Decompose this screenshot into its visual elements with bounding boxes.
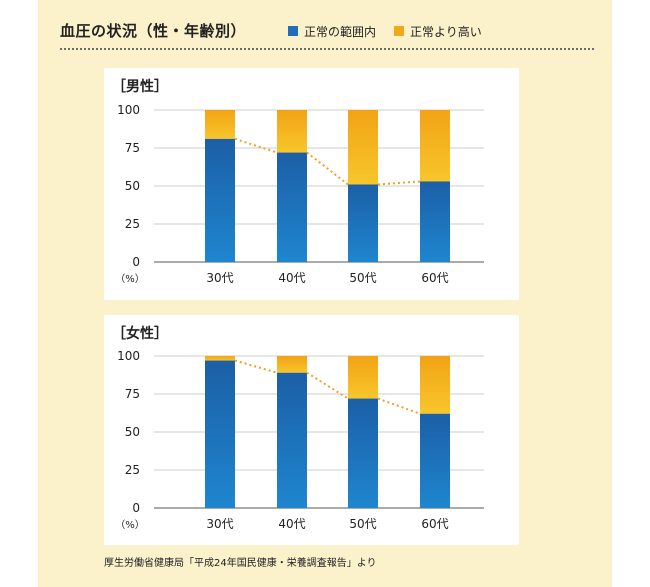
male-bar-normal-3 [420, 181, 450, 262]
male-x-tick-3: 60代 [421, 271, 448, 285]
header: 血圧の状況（性・年齢別） 正常の範囲内 正常より高い [60, 20, 594, 50]
female-y-tick-75: 75 [125, 387, 140, 401]
male-y-tick-75: 75 [125, 141, 140, 155]
male-chart-title: ［男性］ [112, 79, 168, 95]
page-title: 血圧の状況（性・年齢別） [60, 22, 247, 40]
female-y-tick-50: 50 [125, 425, 140, 439]
female-bar-high-2 [348, 356, 378, 399]
male-trend-segment-1 [306, 151, 349, 186]
male-bar-normal-2 [348, 184, 378, 262]
female-bar-high-0 [205, 356, 235, 361]
legend-item-normal: 正常の範囲内 [288, 23, 376, 40]
female-bar-high-3 [420, 356, 450, 414]
female-x-tick-3: 60代 [421, 517, 448, 531]
female-bar-normal-1 [277, 372, 307, 508]
female-bar-normal-3 [420, 413, 450, 508]
female-trend-segment-2 [377, 397, 421, 415]
male-bar-high-1 [277, 110, 307, 153]
male-bar-high-0 [205, 110, 235, 139]
female-chart: 0 25 50 75 100 （%） 30代 40代 50代 60代 [115, 349, 484, 531]
female-bar-normal-2 [348, 398, 378, 508]
male-trend-segment-2 [377, 180, 421, 186]
legend-swatch-high [394, 26, 405, 36]
male-chart-card: ［男性］ 0 25 50 75 100 （%） 30代 40代 50代 60代 [104, 68, 519, 300]
male-x-tick-1: 40代 [278, 271, 305, 285]
female-trend-segment-1 [306, 371, 349, 400]
male-x-tick-0: 30代 [206, 271, 233, 285]
legend: 正常の範囲内 正常より高い [288, 20, 500, 42]
female-unit-label: （%） [115, 519, 145, 531]
male-bar-normal-1 [277, 152, 307, 262]
female-trend-segment-0 [234, 359, 278, 374]
male-trend-segment-0 [234, 137, 278, 154]
female-bar-high-1 [277, 356, 307, 373]
legend-item-high: 正常より高い [394, 23, 482, 40]
female-y-tick-100: 100 [117, 349, 140, 363]
legend-label-high: 正常より高い [410, 24, 482, 39]
female-x-tick-0: 30代 [206, 517, 233, 531]
male-bar-high-3 [420, 110, 450, 182]
female-y-tick-25: 25 [125, 463, 140, 477]
female-x-tick-1: 40代 [278, 517, 305, 531]
legend-label-normal: 正常の範囲内 [304, 24, 377, 39]
female-bar-normal-0 [205, 360, 235, 508]
female-y-tick-0: 0 [132, 501, 140, 515]
male-y-tick-0: 0 [132, 255, 140, 269]
male-bar-high-2 [348, 110, 378, 185]
male-y-tick-25: 25 [125, 217, 140, 231]
legend-swatch-normal [288, 26, 298, 36]
female-x-tick-2: 50代 [349, 517, 376, 531]
male-x-tick-2: 50代 [349, 271, 376, 285]
male-bar-normal-0 [205, 138, 235, 262]
male-y-tick-50: 50 [125, 179, 140, 193]
male-unit-label: （%） [115, 273, 145, 285]
male-chart: 0 25 50 75 100 （%） 30代 40代 50代 60代 [115, 103, 484, 285]
male-y-tick-100: 100 [117, 103, 140, 117]
source-note: 厚生労働省健康局「平成24年国民健康・栄養調査報告」より [104, 558, 377, 569]
female-chart-card: ［女性］ 0 25 50 75 100 （%） 30代 40代 50代 60代 [104, 315, 519, 545]
female-chart-title: ［女性］ [112, 326, 168, 342]
